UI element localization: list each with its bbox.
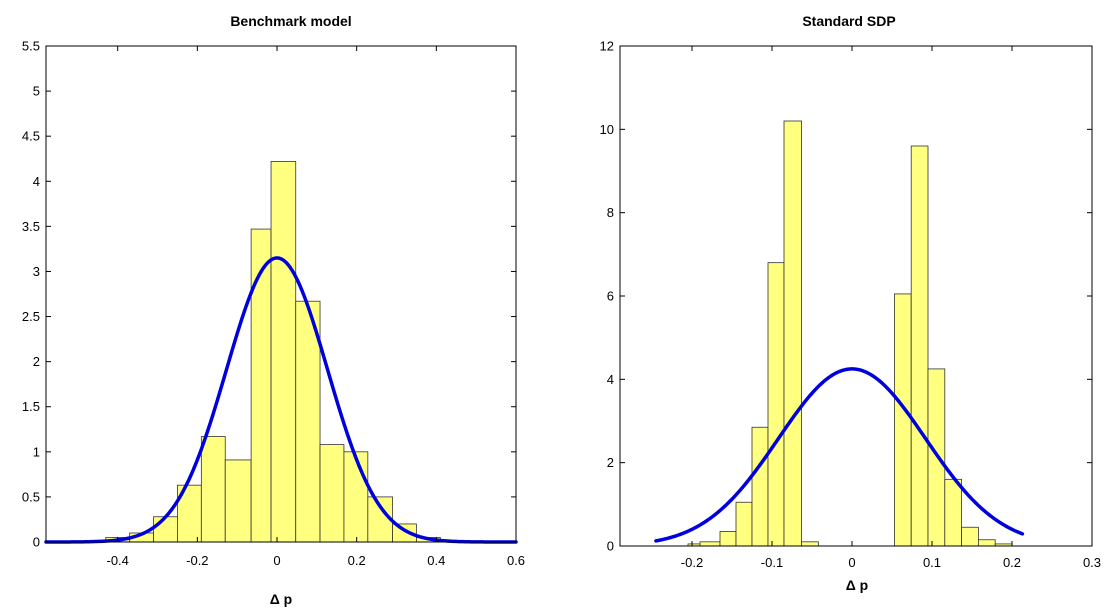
histogram-bar: [927, 368, 946, 547]
y-tick-label: 4: [607, 372, 614, 387]
histogram-bar: [270, 161, 297, 543]
histogram-bar: [699, 541, 721, 547]
histogram-bar: [978, 539, 996, 547]
y-tick-label: 2: [607, 455, 614, 470]
x-axis-label: Δ p: [846, 577, 869, 593]
chart-standard-sdp: Standard SDP 0 2 4 6 8 10 12 -0.2 -0.1 0 0.1 0.2 0.…: [600, 13, 1102, 593]
fitted-curve-layer: [654, 367, 1025, 543]
x-tick-label: 0.1: [923, 555, 941, 570]
x-tick-label: -0.4: [106, 553, 128, 568]
x-tick-label: 0: [273, 553, 280, 568]
x-tick-label: -0.1: [761, 555, 783, 570]
histogram-bar: [250, 228, 272, 543]
normal-fit-curve: [654, 367, 1025, 543]
y-tick-label: 2: [33, 354, 40, 369]
histogram-bar: [910, 145, 929, 547]
histogram-bar: [735, 501, 753, 547]
histogram-bar: [894, 293, 912, 547]
histogram-bar: [343, 451, 369, 543]
histogram-bar: [783, 120, 803, 547]
x-axis-ticks: -0.2 -0.1 0 0.1 0.2 0.3: [681, 46, 1101, 570]
x-tick-label: -0.2: [186, 553, 208, 568]
y-tick-label: 0: [607, 539, 614, 554]
y-tick-label: 8: [607, 205, 614, 220]
fitted-curve-layer: [44, 256, 518, 544]
y-tick-label: 5: [33, 84, 40, 99]
y-tick-label: 12: [600, 39, 614, 54]
y-tick-label: 2.5: [22, 309, 40, 324]
normal-fit-curve: [44, 256, 518, 544]
histogram-bar: [153, 516, 178, 543]
x-tick-label: 0.2: [348, 553, 366, 568]
chart-title: Benchmark model: [230, 13, 351, 29]
histogram-bar: [961, 526, 979, 547]
x-tick-label: 0.4: [427, 553, 445, 568]
y-tick-label: 0: [33, 535, 40, 550]
histogram-bar: [224, 459, 252, 543]
y-tick-label: 6: [607, 289, 614, 304]
y-axis-ticks: 0 2 4 6 8 10 12: [600, 39, 1092, 554]
y-tick-label: 3: [33, 264, 40, 279]
histogram-bar: [319, 444, 345, 543]
y-tick-label: 1: [33, 444, 40, 459]
y-tick-label: 1.5: [22, 399, 40, 414]
chart-benchmark-model: Benchmark model 0 0.5 1 1.5 2 2.5 3 3.5 4 4.5 5 5.5…: [22, 13, 525, 607]
histogram-bar: [767, 262, 785, 547]
y-tick-label: 5.5: [22, 39, 40, 54]
chart-title: Standard SDP: [802, 13, 895, 29]
x-tick-label: 0.3: [1083, 555, 1101, 570]
histogram-bar: [719, 531, 737, 547]
x-tick-label: -0.2: [681, 555, 703, 570]
y-tick-label: 10: [600, 122, 614, 137]
y-axis-ticks: 0 0.5 1 1.5 2 2.5 3 3.5 4 4.5 5 5.5: [22, 39, 516, 550]
x-axis-label: Δ p: [270, 591, 293, 607]
histogram-bar: [200, 436, 226, 543]
histogram-bars: [687, 120, 1013, 547]
x-tick-label: 0.6: [507, 553, 525, 568]
histogram-bar: [751, 426, 769, 547]
histogram-bar: [801, 541, 819, 547]
y-tick-label: 4: [33, 174, 40, 189]
histogram-bar: [295, 300, 321, 543]
y-tick-label: 4.5: [22, 129, 40, 144]
histogram-bar: [944, 478, 962, 547]
histogram-bars: [105, 161, 441, 543]
x-tick-label: 0.2: [1003, 555, 1021, 570]
x-axis-ticks: -0.4 -0.2 0 0.2 0.4 0.6: [106, 46, 525, 568]
plot-area: [620, 46, 1092, 546]
plot-frame: [45, 45, 517, 543]
y-tick-label: 3.5: [22, 219, 40, 234]
x-tick-label: 0: [848, 555, 855, 570]
y-tick-label: 0.5: [22, 489, 40, 504]
